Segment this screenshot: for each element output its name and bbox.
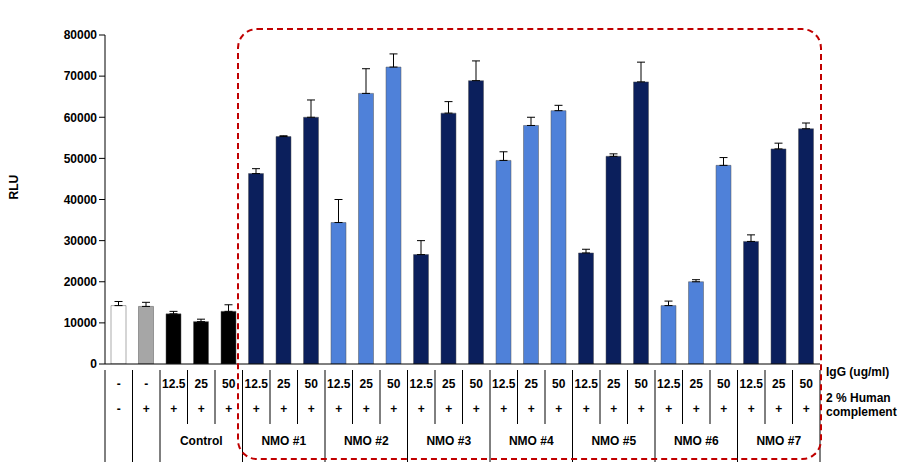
svg-text:+: +: [225, 402, 232, 416]
svg-text:+: +: [610, 402, 617, 416]
svg-text:+: +: [363, 402, 370, 416]
svg-text:NMO #6: NMO #6: [674, 434, 719, 448]
svg-text:+: +: [170, 402, 177, 416]
svg-text:+: +: [143, 402, 150, 416]
svg-text:+: +: [638, 402, 645, 416]
svg-text:30000: 30000: [64, 234, 98, 248]
svg-text:12.5: 12.5: [162, 377, 186, 391]
svg-text:+: +: [693, 402, 700, 416]
svg-text:50: 50: [305, 377, 319, 391]
svg-text:40000: 40000: [64, 193, 98, 207]
svg-text:-: -: [117, 377, 121, 391]
svg-text:+: +: [803, 402, 810, 416]
svg-text:+: +: [390, 402, 397, 416]
svg-text:50: 50: [800, 377, 814, 391]
svg-text:25: 25: [360, 377, 374, 391]
svg-text:+: +: [500, 402, 507, 416]
svg-text:50: 50: [552, 377, 566, 391]
svg-text:+: +: [445, 402, 452, 416]
html-text:2 % Human complement: 2 % Human complement: [826, 391, 897, 419]
svg-text:12.5: 12.5: [740, 377, 764, 391]
svg-text:RLU: RLU: [8, 175, 21, 200]
svg-text:25: 25: [195, 377, 209, 391]
svg-text:NMO #7: NMO #7: [756, 434, 801, 448]
svg-text:+: +: [308, 402, 315, 416]
svg-text:25: 25: [772, 377, 786, 391]
svg-text:+: +: [198, 402, 205, 416]
svg-text:50: 50: [470, 377, 484, 391]
svg-text:50: 50: [387, 377, 401, 391]
svg-text:25: 25: [442, 377, 456, 391]
svg-text:Control: Control: [180, 434, 223, 448]
svg-text:+: +: [748, 402, 755, 416]
svg-text:+: +: [555, 402, 562, 416]
svg-text:+: +: [253, 402, 260, 416]
svg-text:NMO #2: NMO #2: [344, 434, 389, 448]
svg-text:12.5: 12.5: [410, 377, 434, 391]
svg-text:12.5: 12.5: [327, 377, 351, 391]
svg-text:NMO #4: NMO #4: [509, 434, 554, 448]
svg-text:60000: 60000: [64, 111, 98, 125]
svg-text:50000: 50000: [64, 152, 98, 166]
svg-text:80000: 80000: [64, 28, 98, 42]
svg-text:0: 0: [90, 357, 97, 371]
html-text:IgG (ug/ml): IgG (ug/ml): [826, 365, 890, 379]
svg-text:+: +: [335, 402, 342, 416]
svg-text:25: 25: [525, 377, 539, 391]
svg-text:-: -: [117, 402, 121, 416]
svg-text:+: +: [665, 402, 672, 416]
svg-text:50: 50: [717, 377, 731, 391]
svg-text:-: -: [144, 377, 148, 391]
svg-text:+: +: [528, 402, 535, 416]
svg-text:12.5: 12.5: [245, 377, 269, 391]
svg-text:50: 50: [222, 377, 236, 391]
svg-text:50: 50: [635, 377, 649, 391]
svg-text:+: +: [583, 402, 590, 416]
svg-text:70000: 70000: [64, 69, 98, 83]
svg-text:NMO #3: NMO #3: [426, 434, 471, 448]
svg-text:25: 25: [690, 377, 704, 391]
svg-text:+: +: [720, 402, 727, 416]
svg-text:+: +: [775, 402, 782, 416]
svg-text:12.5: 12.5: [575, 377, 599, 391]
svg-text:NMO #5: NMO #5: [591, 434, 636, 448]
svg-text:+: +: [418, 402, 425, 416]
svg-text:20000: 20000: [64, 275, 98, 289]
svg-text:+: +: [280, 402, 287, 416]
svg-text:+: +: [473, 402, 480, 416]
svg-text:NMO #1: NMO #1: [261, 434, 306, 448]
svg-text:25: 25: [277, 377, 291, 391]
svg-text:25: 25: [607, 377, 621, 391]
svg-text:12.5: 12.5: [492, 377, 516, 391]
svg-text:10000: 10000: [64, 316, 98, 330]
svg-text:12.5: 12.5: [657, 377, 681, 391]
